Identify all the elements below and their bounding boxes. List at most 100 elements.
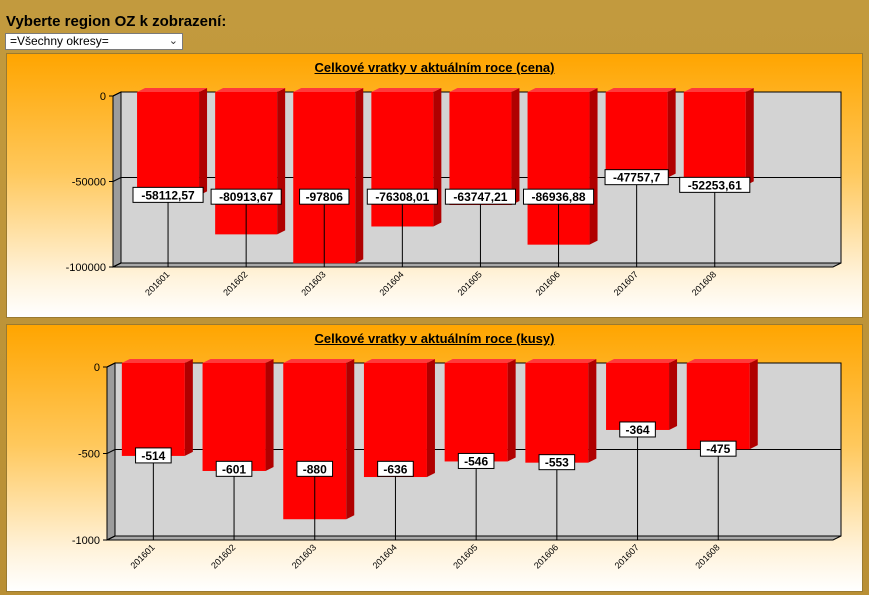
data-label-box — [215, 460, 253, 477]
gridline-wall — [106, 362, 116, 368]
floor — [106, 535, 842, 541]
chart-cena: 0 -50000 -100000 -58112,57 201601 -80913,67 20… — [66, 88, 842, 298]
chart-title: Celkové vratky v aktuálním roce (cena) — [314, 60, 555, 75]
bar-side — [589, 88, 598, 245]
y-tick-label: -1000 — [72, 535, 100, 547]
gridline-wall — [106, 535, 116, 541]
y-tick-label: -100000 — [66, 262, 106, 274]
x-tick-label: 201601 — [128, 542, 156, 570]
bar-top — [121, 359, 193, 363]
bar-side — [426, 359, 435, 478]
x-tick-label: 201602 — [209, 542, 237, 570]
bar-side — [667, 88, 676, 178]
y-tick-label: -50000 — [72, 177, 106, 189]
data-label-box — [679, 176, 751, 193]
bar-side — [507, 359, 516, 462]
floor — [112, 262, 842, 268]
data-label-box — [444, 188, 516, 205]
bar — [686, 363, 750, 450]
region-select-value: =Všechny okresy= — [10, 34, 109, 48]
data-label: -880 — [303, 462, 327, 476]
data-label: -364 — [626, 423, 650, 437]
x-tick-label: 201604 — [371, 542, 399, 570]
x-tick-label: 201608 — [690, 269, 718, 297]
data-label-box — [132, 186, 204, 203]
bar-top — [444, 359, 516, 363]
data-label-box — [619, 421, 656, 438]
x-tick-label: 201602 — [221, 269, 249, 297]
bar-top — [527, 88, 598, 92]
data-label: -601 — [222, 462, 246, 476]
chart-kusy: 0 -500 -1000 -514 201601 -601 201602 -880 201603… — [72, 359, 842, 571]
chevron-down-icon[interactable]: ⌄ — [168, 35, 178, 47]
bar-side — [355, 88, 364, 264]
bar-top — [686, 359, 758, 363]
gridline-wall — [112, 91, 122, 97]
data-label: -514 — [141, 449, 165, 463]
data-label-box — [604, 169, 669, 186]
data-label-box — [135, 447, 172, 464]
data-label: -63747,21 — [453, 190, 507, 204]
bar-side — [277, 88, 286, 235]
x-tick-label: 201603 — [299, 269, 327, 297]
x-tick-label: 201605 — [456, 269, 484, 297]
bar-top — [605, 88, 676, 92]
data-label-box — [210, 188, 282, 205]
bar-top — [606, 359, 678, 363]
data-label-box — [366, 188, 438, 205]
data-label-box — [538, 454, 576, 471]
x-tick-label: 201607 — [612, 269, 640, 297]
bar-side — [588, 359, 597, 463]
region-select[interactable]: =Všechny okresy= ⌄ — [5, 33, 183, 50]
x-tick-label: 201607 — [613, 542, 641, 570]
data-label-box — [296, 460, 334, 477]
data-label-box — [299, 188, 350, 205]
x-tick-label: 201601 — [143, 269, 171, 297]
data-label: -80913,67 — [219, 190, 273, 204]
y-tick-label: 0 — [100, 91, 106, 103]
bar — [121, 363, 185, 456]
bar-side — [184, 359, 193, 456]
bar-top — [293, 88, 364, 92]
chart-panel-kusy: Celkové vratky v aktuálním roce (kusy) 0… — [6, 324, 863, 592]
data-label: -52253,61 — [688, 178, 742, 192]
data-label: -47757,7 — [613, 171, 661, 185]
gridline-wall — [112, 177, 122, 182]
data-label: -546 — [464, 454, 488, 468]
bar-top — [215, 88, 286, 92]
data-label: -475 — [706, 442, 730, 456]
bar — [525, 363, 589, 463]
gridline-wall — [106, 449, 116, 454]
bar-top — [525, 359, 597, 363]
x-tick-label: 201606 — [534, 269, 562, 297]
bar — [683, 92, 746, 186]
bar-top — [137, 88, 208, 92]
y-tick-label: -500 — [78, 449, 100, 461]
bar-side — [265, 359, 274, 471]
data-label: -58112,57 — [141, 188, 195, 202]
bar-top — [283, 359, 355, 363]
gridline-wall — [112, 262, 122, 268]
bar — [363, 363, 427, 478]
bar — [606, 363, 670, 430]
bar — [444, 363, 508, 462]
chart-title: Celkové vratky v aktuálním roce (kusy) — [314, 331, 555, 346]
data-label: -636 — [383, 462, 407, 476]
data-label-box — [523, 188, 595, 205]
data-label: -553 — [545, 456, 569, 470]
bar-top — [363, 359, 435, 363]
data-label-box — [377, 460, 414, 477]
chart-panel-cena: Celkové vratky v aktuálním roce (cena) 0… — [6, 53, 863, 318]
x-tick-label: 201605 — [451, 542, 479, 570]
bar-top — [371, 88, 442, 92]
x-tick-label: 201606 — [532, 542, 560, 570]
y-tick-label: 0 — [94, 362, 100, 374]
data-label-box — [699, 440, 737, 457]
data-label: -86936,88 — [532, 190, 586, 204]
x-tick-label: 201608 — [693, 542, 721, 570]
bar-side — [346, 359, 355, 520]
bar-side — [199, 88, 208, 196]
data-label-box — [457, 452, 495, 469]
bar-side — [433, 88, 442, 227]
data-label: -76308,01 — [375, 190, 429, 204]
